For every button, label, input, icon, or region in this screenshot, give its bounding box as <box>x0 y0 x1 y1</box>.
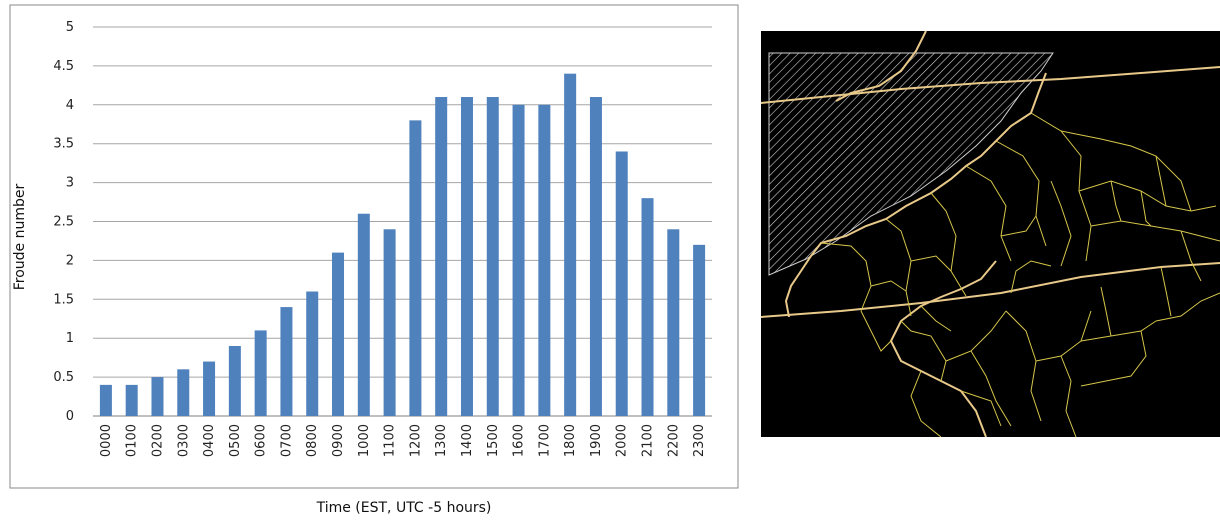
x-tick-label: 1000 <box>357 424 372 457</box>
x-tick-label: 1100 <box>383 424 398 457</box>
bar <box>615 151 628 417</box>
bar <box>177 369 190 416</box>
y-tick-label: 0 <box>66 409 74 424</box>
y-tick-label: 0.5 <box>53 370 74 385</box>
y-axis-title: Froude number <box>12 184 28 291</box>
x-tick-label: 0000 <box>99 424 114 457</box>
y-tick-label: 4 <box>66 98 74 113</box>
x-tick-label: 2000 <box>615 424 630 457</box>
x-tick-label: 1600 <box>512 424 527 457</box>
bar <box>486 97 499 417</box>
y-tick-label: 2 <box>66 253 74 268</box>
bar <box>564 73 577 417</box>
county-map <box>761 31 1220 437</box>
county-borders <box>820 112 1220 437</box>
y-tick-label: 3.5 <box>53 137 74 152</box>
x-tick-label: 1900 <box>589 424 604 457</box>
bar <box>332 252 345 416</box>
bar <box>203 361 216 416</box>
bar <box>125 384 138 416</box>
bar <box>460 97 473 417</box>
x-tick-label: 1700 <box>537 424 552 457</box>
froude-bar-chart: 0 0.5 1 1.5 2 2.5 3 3.5 4 4.5 5 0000 0100 0200 0300 04… <box>9 4 739 516</box>
x-tick-label: 1200 <box>408 424 423 457</box>
y-tick-label: 5 <box>66 20 74 35</box>
x-tick-label: 0100 <box>125 424 140 457</box>
x-tick-label: 2100 <box>641 424 656 457</box>
y-tick-label: 4.5 <box>53 59 74 74</box>
county-map-svg <box>761 31 1220 437</box>
x-tick-label: 1400 <box>460 424 475 457</box>
x-tick-label: 2200 <box>666 424 681 457</box>
bar <box>538 104 551 417</box>
x-tick-label: 0300 <box>176 424 191 457</box>
bar <box>512 104 525 417</box>
x-tick-label: 1500 <box>486 424 501 457</box>
bar <box>357 213 370 416</box>
x-tick-label: 0500 <box>228 424 243 457</box>
bar <box>306 291 319 416</box>
x-tick-label: 0400 <box>202 424 217 457</box>
y-tick-label: 3 <box>66 176 74 191</box>
x-axis-title: Time (EST, UTC -5 hours) <box>316 500 492 516</box>
chart-panel: 0 0.5 1 1.5 2 2.5 3 3.5 4 4.5 5 0000 0100 0200 0300 04… <box>9 4 739 516</box>
bar <box>228 345 241 416</box>
bar <box>280 307 293 416</box>
bar <box>99 384 112 416</box>
bar <box>409 120 422 417</box>
bar <box>641 198 654 416</box>
x-tick-label: 0900 <box>331 424 346 457</box>
hatched-region <box>768 52 1054 276</box>
x-tick-label: 0800 <box>305 424 320 457</box>
y-tick-label: 1 <box>66 331 74 346</box>
x-tick-label: 1800 <box>563 424 578 457</box>
x-tick-label: 0700 <box>279 424 294 457</box>
x-tick-label: 1300 <box>434 424 449 457</box>
bar <box>435 97 448 417</box>
bar <box>667 229 680 416</box>
x-tick-label: 0600 <box>254 424 269 457</box>
bar <box>693 244 706 416</box>
y-tick-label: 1.5 <box>53 292 74 307</box>
y-tick-label: 2.5 <box>53 215 74 230</box>
bar <box>254 330 267 416</box>
x-tick-label: 0200 <box>150 424 165 457</box>
bar <box>383 229 396 416</box>
bar <box>151 377 164 416</box>
x-tick-label: 2300 <box>692 424 707 457</box>
bar <box>589 97 602 417</box>
